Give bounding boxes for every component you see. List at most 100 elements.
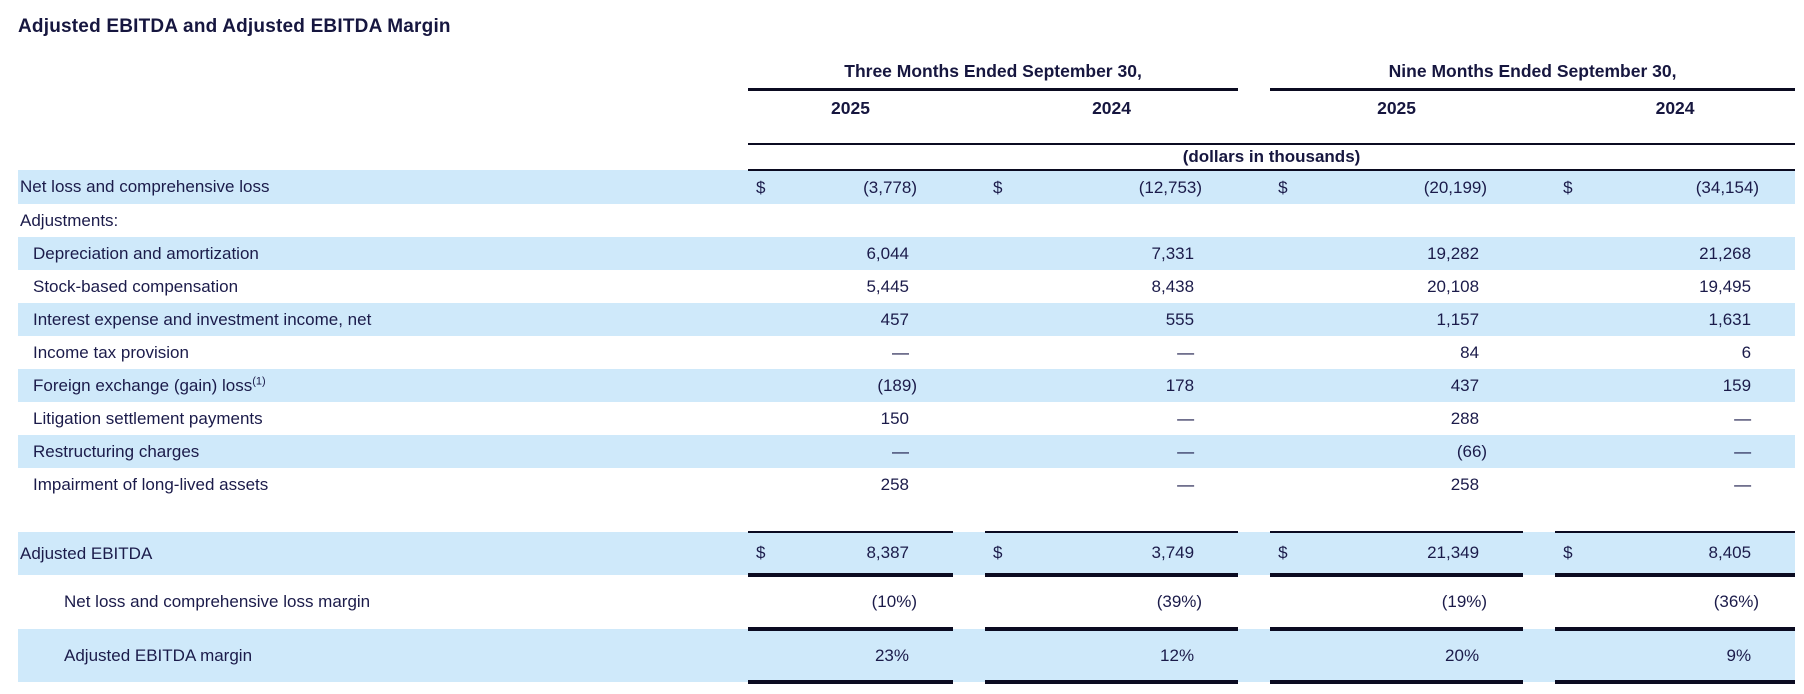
value-cell: 457 bbox=[788, 303, 953, 336]
value-text: (20,199) bbox=[1423, 177, 1488, 197]
value-cell: 21,349 bbox=[1310, 531, 1524, 577]
units-row: (dollars in thousands) bbox=[18, 143, 1796, 171]
row-label: Interest expense and investment income, … bbox=[18, 303, 748, 336]
currency-cell: $ bbox=[748, 531, 788, 577]
column-spacer bbox=[1238, 303, 1271, 336]
currency-cell bbox=[1555, 270, 1595, 303]
value-cell: (36%) bbox=[1595, 575, 1796, 631]
column-spacer bbox=[1238, 402, 1270, 435]
currency-cell bbox=[1270, 204, 1310, 237]
value-cell: — bbox=[1025, 402, 1238, 435]
value-cell: 1,157 bbox=[1310, 303, 1524, 336]
value-cell: 3,749 bbox=[1025, 531, 1239, 577]
column-spacer bbox=[953, 369, 985, 402]
currency-cell bbox=[1270, 435, 1311, 468]
currency-cell bbox=[1270, 336, 1310, 369]
currency-cell bbox=[985, 369, 1025, 402]
currency-cell bbox=[1555, 402, 1595, 435]
year-header: 2025 bbox=[1377, 97, 1417, 118]
value-text: 5,445 bbox=[866, 276, 909, 296]
value-cell: 12% bbox=[1025, 629, 1239, 684]
value-text: — bbox=[892, 441, 909, 461]
row-label: Net loss and comprehensive loss margin bbox=[64, 592, 371, 611]
currency-cell bbox=[748, 468, 788, 501]
header-spacer bbox=[18, 144, 748, 170]
column-spacer bbox=[1523, 170, 1556, 204]
value-text: — bbox=[1177, 441, 1195, 461]
value-text: (39%) bbox=[1156, 592, 1203, 611]
column-spacer bbox=[1523, 90, 1555, 126]
column-spacer bbox=[1523, 575, 1555, 629]
value-cell: 150 bbox=[788, 402, 953, 435]
column-spacer bbox=[953, 402, 985, 435]
currency-cell bbox=[1270, 237, 1311, 270]
column-spacer bbox=[1238, 369, 1271, 402]
currency-cell bbox=[1555, 575, 1596, 631]
column-spacer bbox=[1523, 303, 1556, 336]
column-spacer bbox=[953, 237, 985, 270]
value-cell: — bbox=[1025, 468, 1238, 501]
column-spacer bbox=[953, 303, 985, 336]
value-cell: — bbox=[1025, 435, 1239, 468]
value-cell: 288 bbox=[1310, 402, 1523, 435]
value-text: 8,387 bbox=[866, 543, 909, 562]
column-spacer bbox=[953, 204, 985, 237]
value-text: 20% bbox=[1445, 645, 1480, 665]
currency-cell bbox=[985, 270, 1025, 303]
value-cell: (39%) bbox=[1025, 575, 1239, 631]
value-text: (3,778) bbox=[863, 177, 917, 197]
column-spacer bbox=[953, 468, 985, 501]
value-cell: (12,753) bbox=[1025, 170, 1239, 204]
currency-cell bbox=[1270, 303, 1311, 336]
page-title: Adjusted EBITDA and Adjusted EBITDA Marg… bbox=[18, 16, 451, 37]
value-text: — bbox=[1177, 474, 1195, 494]
column-spacer bbox=[1523, 270, 1555, 303]
value-cell: 23% bbox=[788, 629, 953, 684]
value-text: (12,753) bbox=[1138, 177, 1203, 197]
value-cell: 258 bbox=[788, 468, 953, 501]
row-label: Adjustments: bbox=[20, 210, 119, 230]
currency-cell bbox=[1555, 303, 1596, 336]
value-cell: 258 bbox=[1310, 468, 1523, 501]
column-spacer bbox=[1238, 468, 1270, 501]
value-text: (189) bbox=[877, 375, 917, 395]
currency-cell bbox=[1555, 629, 1596, 684]
value-cell: (66) bbox=[1310, 435, 1524, 468]
column-spacer bbox=[1238, 170, 1271, 204]
column-spacer bbox=[1523, 369, 1556, 402]
value-text: 21,349 bbox=[1427, 543, 1480, 562]
value-text: 19,282 bbox=[1427, 243, 1480, 263]
header-spacer bbox=[18, 44, 748, 90]
table-row: Adjusted EBITDA $8,387 $3,749 $21,349 $8,405 bbox=[18, 531, 1796, 577]
column-spacer bbox=[953, 629, 985, 682]
value-text: 457 bbox=[880, 309, 909, 329]
value-cell bbox=[788, 204, 953, 237]
table-row: Litigation settlement payments 150 — 288 — bbox=[18, 402, 1795, 435]
value-text: (66) bbox=[1456, 441, 1488, 461]
value-cell: 437 bbox=[1310, 369, 1524, 402]
currency-cell bbox=[985, 629, 1025, 684]
currency-cell: $ bbox=[1270, 531, 1311, 577]
row-label: Stock-based compensation bbox=[33, 276, 239, 296]
column-spacer bbox=[953, 170, 985, 204]
value-text: 7,331 bbox=[1151, 243, 1195, 263]
value-text: 288 bbox=[1450, 408, 1480, 428]
column-spacer bbox=[953, 90, 985, 126]
value-text: (36%) bbox=[1713, 592, 1760, 611]
value-cell: 6 bbox=[1595, 336, 1795, 369]
column-spacer bbox=[1523, 435, 1556, 468]
adjusted-ebitda-table: Three Months Ended September 30, Nine Mo… bbox=[18, 44, 1796, 684]
value-text: 23% bbox=[874, 645, 909, 665]
currency-cell bbox=[1555, 468, 1595, 501]
table-row: Foreign exchange (gain) loss(1) (189) 178 4… bbox=[18, 369, 1796, 402]
row-label: Adjusted EBITDA margin bbox=[18, 629, 748, 682]
table-row: Impairment of long-lived assets 258 — 258 — bbox=[18, 468, 1795, 501]
value-cell: 159 bbox=[1595, 369, 1796, 402]
value-text: 150 bbox=[880, 408, 909, 428]
table-row: Interest expense and investment income, … bbox=[18, 303, 1796, 336]
value-text: 8,438 bbox=[1151, 276, 1195, 296]
value-cell: 5,445 bbox=[788, 270, 953, 303]
value-text: 1,631 bbox=[1708, 309, 1752, 329]
value-cell: (3,778) bbox=[788, 170, 953, 204]
value-cell bbox=[1310, 204, 1523, 237]
